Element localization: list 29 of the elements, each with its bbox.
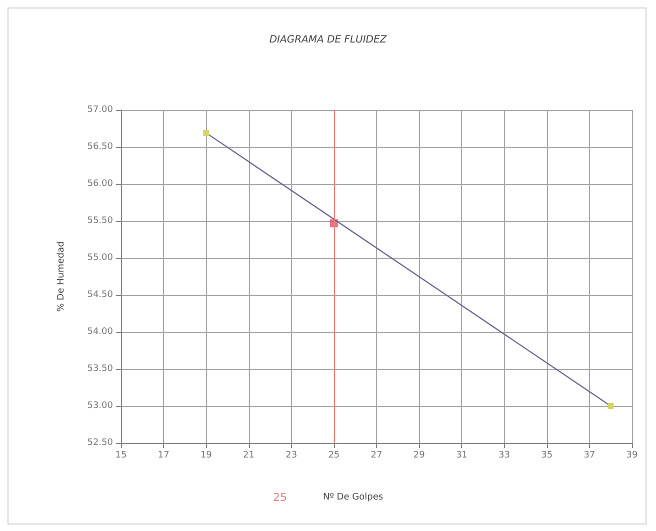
ref-line-label: 25: [272, 491, 287, 504]
x-tick-label: 17: [158, 450, 170, 460]
y-tick-label: 57.00: [87, 105, 114, 115]
y-tick-label: 56.50: [87, 142, 114, 152]
x-tick-label: 27: [370, 450, 382, 460]
x-tick-label: 35: [541, 450, 553, 460]
point: [608, 403, 614, 409]
y-tick-label: 55.50: [87, 216, 114, 226]
y-tick-label: 56.00: [87, 179, 114, 189]
x-tick-label: 19: [200, 450, 212, 460]
y-tick-label: 55.00: [87, 253, 114, 263]
x-tick-label: 21: [243, 450, 254, 460]
x-tick-label: 31: [456, 450, 468, 460]
y-tick-label: 53.00: [87, 401, 114, 411]
x-tick-label: 15: [115, 450, 127, 460]
x-tick-label: 33: [498, 450, 510, 460]
x-tick-label: 29: [413, 450, 426, 460]
y-tick-label: 54.00: [87, 327, 114, 337]
x-tick-label: 37: [584, 450, 596, 460]
y-tick-label: 54.50: [87, 290, 114, 300]
y-tick-label: 52.50: [87, 438, 114, 448]
x-axis-title: Nº De Golpes: [322, 492, 384, 502]
x-tick-label: 25: [328, 450, 340, 460]
x-tick-label: 39: [626, 450, 638, 460]
chart-title: DIAGRAMA DE FLUIDEZ: [269, 34, 388, 46]
x-tick-label: 23: [286, 450, 298, 460]
y-axis-title: % De Humedad: [56, 241, 66, 312]
y-tick-label: 53.50: [87, 364, 114, 374]
point: [203, 130, 210, 136]
